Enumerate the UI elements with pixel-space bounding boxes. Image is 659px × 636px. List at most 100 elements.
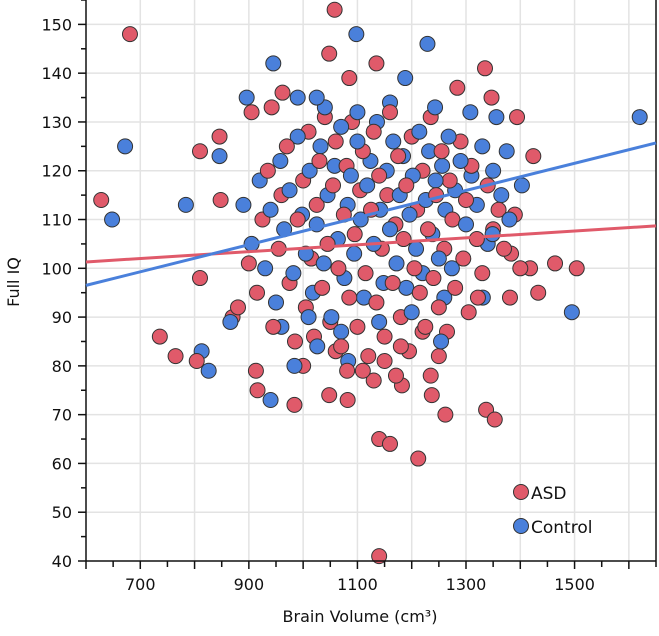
point-asd	[368, 55, 385, 72]
x-tick-label: 700	[125, 575, 156, 594]
y-tick-label: 70	[52, 406, 72, 425]
tick-labels: 700 900 1100 1300 1500 40 50 60 70 80 90 100 110 120 1…	[41, 15, 594, 594]
point-control	[427, 172, 444, 189]
y-tick-label: 150	[41, 15, 72, 34]
point-control	[312, 138, 329, 155]
point-asd	[382, 435, 398, 452]
point-control	[281, 182, 298, 199]
point-control	[333, 118, 350, 135]
point-control	[262, 201, 279, 218]
point-control	[268, 294, 284, 311]
point-control	[382, 221, 398, 238]
point-control	[211, 148, 228, 165]
point-control	[493, 187, 510, 204]
point-asd	[455, 250, 472, 267]
grid-lines	[86, 0, 656, 561]
point-asd	[230, 299, 246, 316]
point-asd	[339, 392, 356, 409]
point-asd	[167, 348, 184, 365]
point-asd	[341, 70, 358, 87]
point-asd	[333, 338, 350, 355]
point-asd	[449, 79, 466, 96]
point-asd	[406, 260, 423, 277]
point-control	[485, 162, 502, 179]
legend-label-control: Control	[531, 518, 592, 538]
point-control	[359, 177, 376, 194]
y-tick-label: 130	[41, 113, 72, 132]
point-control	[346, 245, 363, 262]
point-control	[419, 35, 436, 52]
point-control	[398, 279, 415, 296]
point-control	[498, 143, 515, 160]
point-asd	[395, 231, 412, 248]
point-asd	[326, 1, 343, 18]
x-tick-label: 1300	[446, 575, 487, 594]
point-control	[488, 109, 505, 126]
point-control	[301, 162, 318, 179]
point-control	[300, 309, 317, 326]
point-asd	[423, 387, 440, 404]
point-asd	[211, 128, 228, 145]
point-asd	[286, 396, 303, 413]
point-asd	[330, 260, 347, 277]
point-asd	[365, 372, 382, 389]
point-control	[462, 104, 479, 121]
point-asd	[501, 289, 518, 306]
point-asd	[311, 152, 328, 169]
point-asd	[384, 274, 401, 291]
point-control	[333, 323, 350, 340]
point-asd	[368, 294, 385, 311]
point-control	[262, 392, 279, 409]
point-asd	[308, 196, 325, 213]
point-asd	[287, 333, 303, 350]
point-asd	[371, 167, 388, 184]
point-asd	[525, 148, 542, 165]
point-asd	[376, 328, 393, 345]
y-tick-label: 110	[41, 211, 72, 230]
point-control	[401, 206, 418, 223]
y-tick-label: 120	[41, 162, 72, 181]
point-asd	[425, 270, 442, 287]
point-asd	[265, 318, 282, 335]
point-asd	[530, 284, 547, 301]
point-control	[397, 70, 414, 87]
point-asd	[371, 548, 388, 565]
point-asd	[486, 411, 503, 428]
point-asd	[314, 279, 331, 296]
point-control	[563, 304, 580, 321]
point-control	[408, 240, 425, 257]
point-asd	[360, 348, 377, 365]
point-asd	[469, 289, 486, 306]
point-control	[200, 362, 217, 379]
point-control	[434, 157, 451, 174]
point-control	[443, 260, 460, 277]
point-asd	[447, 279, 464, 296]
point-asd	[458, 192, 474, 209]
legend-marker-control	[513, 518, 529, 534]
data-points	[93, 1, 648, 565]
point-control	[238, 89, 255, 106]
point-control	[315, 255, 332, 272]
point-asd	[278, 138, 295, 155]
point-control	[403, 304, 420, 321]
point-asd	[430, 299, 447, 316]
point-asd	[349, 318, 366, 335]
axes	[78, 0, 657, 569]
point-asd	[382, 104, 398, 121]
point-asd	[346, 226, 363, 243]
point-control	[458, 216, 474, 233]
point-asd	[354, 362, 371, 379]
point-asd	[341, 289, 358, 306]
point-control	[285, 265, 302, 282]
point-control	[323, 309, 340, 326]
fit-lines	[85, 141, 657, 287]
point-control	[286, 357, 303, 374]
x-tick-label: 1500	[554, 575, 595, 594]
point-asd	[243, 104, 260, 121]
fit-line-asd	[85, 224, 657, 264]
y-tick-label: 60	[52, 454, 72, 473]
point-asd	[93, 192, 110, 209]
point-control	[484, 226, 501, 243]
point-control	[235, 196, 252, 213]
point-asd	[512, 260, 529, 277]
